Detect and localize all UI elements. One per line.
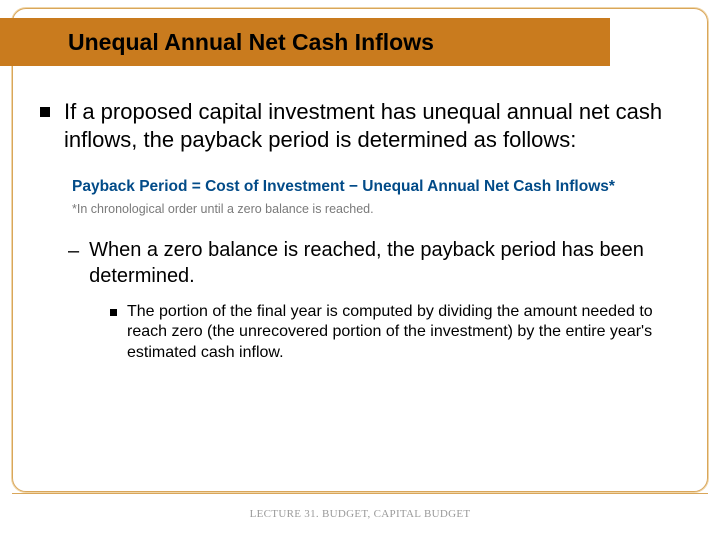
bullet-3-text: The portion of the final year is compute…	[127, 302, 680, 364]
formula-text: Payback Period = Cost of Investment − Un…	[72, 178, 680, 196]
dash-bullet-icon: –	[68, 238, 79, 264]
slide-title: Unequal Annual Net Cash Inflows	[68, 29, 434, 56]
title-bar: Unequal Annual Net Cash Inflows	[0, 18, 610, 66]
bullet-level-2: – When a zero balance is reached, the pa…	[68, 238, 680, 289]
bullet-level-1: If a proposed capital investment has une…	[40, 98, 680, 154]
slide-content: If a proposed capital investment has une…	[40, 98, 680, 364]
bullet-1-text: If a proposed capital investment has une…	[64, 98, 680, 154]
formula-footnote: *In chronological order until a zero bal…	[72, 202, 680, 216]
bullet-level-3: The portion of the final year is compute…	[110, 302, 680, 364]
square-bullet-icon	[110, 309, 117, 316]
footer-divider	[12, 493, 708, 494]
formula-block: Payback Period = Cost of Investment − Un…	[72, 178, 680, 216]
footer-text: LECTURE 31. BUDGET, CAPITAL BUDGET	[0, 508, 720, 520]
square-bullet-icon	[40, 107, 50, 117]
bullet-2-text: When a zero balance is reached, the payb…	[89, 238, 680, 289]
